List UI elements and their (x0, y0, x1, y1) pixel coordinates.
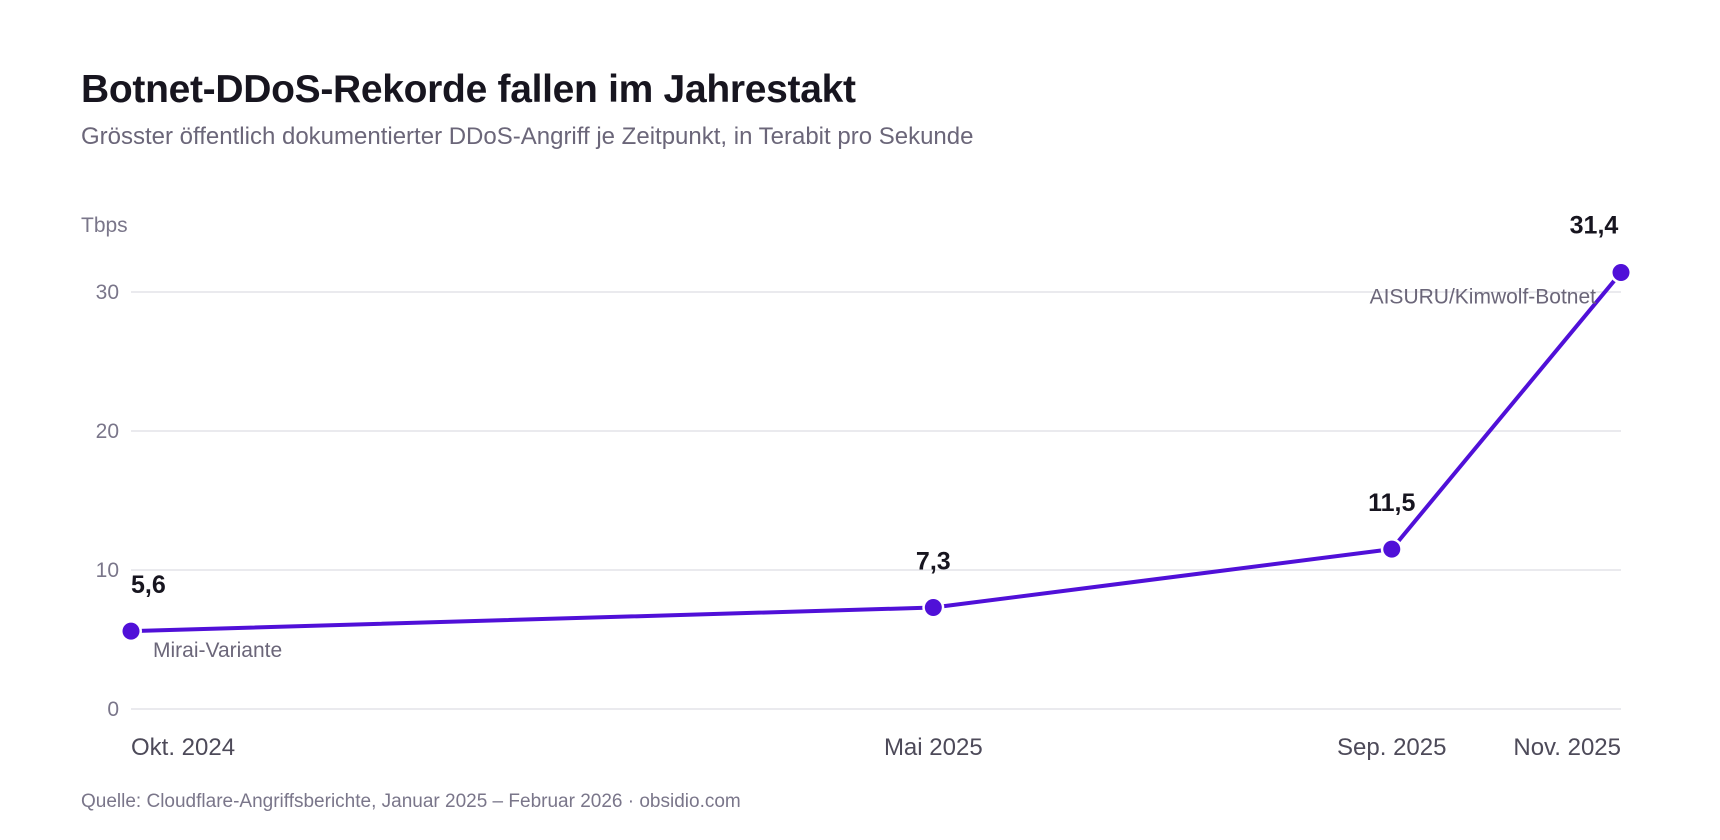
y-tick-label-0: 0 (107, 698, 119, 721)
x-tick-label-2: Sep. 2025 (1337, 734, 1446, 761)
data-label-2: 11,5 (1368, 489, 1415, 517)
source-note: Quelle: Cloudflare-Angriffsberichte, Jan… (81, 791, 741, 812)
annotation-0: Mirai-Variante (153, 639, 282, 662)
data-label-1: 7,3 (916, 548, 951, 576)
data-point-0[interactable] (122, 622, 140, 640)
y-tick-label-10: 10 (96, 559, 119, 582)
data-point-2[interactable] (1383, 540, 1401, 558)
data-label-3: 31,4 (1570, 212, 1619, 240)
data-point-3[interactable] (1612, 264, 1630, 282)
y-tick-label-30: 30 (96, 281, 119, 304)
data-label-0: 5,6 (131, 571, 166, 599)
x-tick-label-0: Okt. 2024 (131, 734, 235, 761)
y-tick-label-20: 20 (96, 420, 119, 443)
x-tick-label-3: Nov. 2025 (1513, 734, 1621, 761)
chart-title: Botnet-DDoS-Rekorde fallen im Jahrestakt (81, 68, 856, 111)
x-tick-label-1: Mai 2025 (884, 734, 983, 761)
data-point-1[interactable] (924, 599, 942, 617)
series-line (129, 270, 1623, 634)
y-axis-unit-label: Tbps (81, 214, 128, 237)
data-labels: 5,6 7,3 11,5 31,4 Mirai-Variante AISURU/Kimwo… (131, 212, 1618, 663)
series-layer (120, 261, 1632, 643)
axes: 0 10 20 30 Tbps Okt. 2024 Mai 2025 Sep. 2025 Nov… (81, 214, 1621, 761)
grid-lines (131, 291, 1621, 710)
chart-header: Botnet-DDoS-Rekorde fallen im Jahrestakt… (81, 66, 1641, 152)
chart-subtitle: Grösster öffentlich dokumentierter DDoS-… (81, 123, 974, 150)
annotation-1: AISURU/Kimwolf-Botnet (1370, 286, 1597, 309)
